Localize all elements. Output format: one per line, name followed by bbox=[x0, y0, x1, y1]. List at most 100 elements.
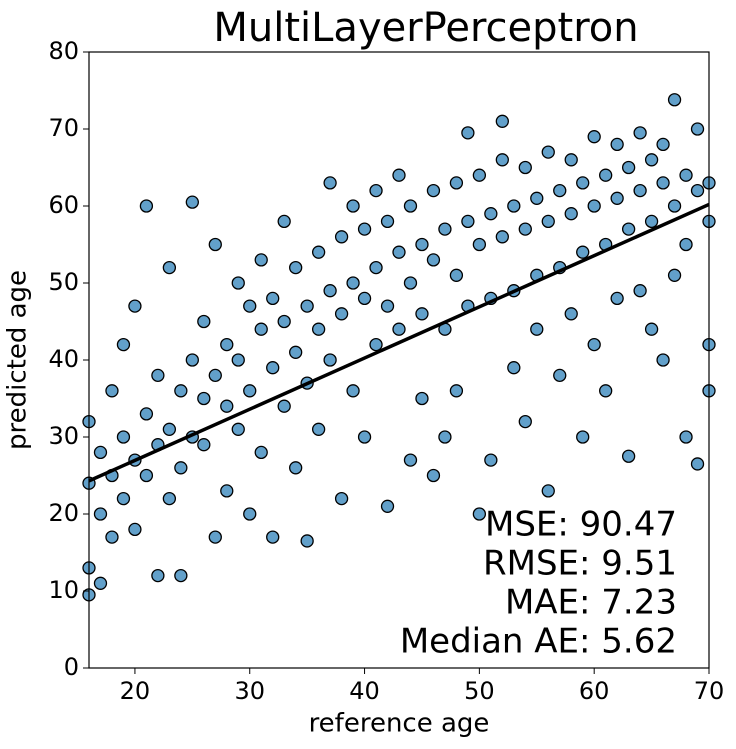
point bbox=[633, 284, 647, 298]
point bbox=[162, 260, 177, 275]
x-axis-label: reference age bbox=[309, 709, 490, 739]
point bbox=[541, 484, 555, 498]
point bbox=[426, 183, 441, 198]
point bbox=[541, 145, 555, 159]
point bbox=[426, 468, 441, 483]
point bbox=[679, 430, 693, 444]
y-tick-label: 70 bbox=[48, 114, 79, 142]
metric-annotation: RMSE: 9.51 bbox=[483, 544, 677, 584]
x-tick-label: 70 bbox=[694, 677, 725, 705]
metric-annotation: MAE: 7.23 bbox=[505, 583, 677, 623]
point bbox=[116, 430, 131, 444]
point bbox=[105, 530, 119, 544]
metric-annotation: Median AE: 5.62 bbox=[400, 622, 677, 662]
point bbox=[667, 93, 682, 107]
point bbox=[484, 453, 498, 467]
point bbox=[105, 384, 119, 398]
point bbox=[266, 291, 280, 306]
point bbox=[461, 214, 475, 229]
point bbox=[220, 484, 234, 498]
metric-annotation: MSE: 90.47 bbox=[485, 505, 677, 545]
point bbox=[277, 314, 291, 329]
point bbox=[185, 353, 199, 367]
point bbox=[633, 126, 647, 140]
point bbox=[392, 245, 406, 259]
point bbox=[667, 199, 682, 213]
point bbox=[403, 453, 418, 467]
y-axis-label: predicted age bbox=[3, 270, 33, 450]
point bbox=[128, 299, 142, 313]
point bbox=[621, 449, 636, 463]
point bbox=[656, 353, 670, 367]
point bbox=[392, 322, 406, 336]
point bbox=[357, 291, 372, 306]
point bbox=[151, 368, 165, 383]
point bbox=[243, 507, 257, 521]
point bbox=[93, 445, 108, 460]
point bbox=[266, 361, 280, 375]
point bbox=[185, 195, 199, 209]
point bbox=[610, 137, 624, 152]
point bbox=[644, 214, 659, 229]
point bbox=[472, 168, 487, 182]
y-tick-label: 0 bbox=[64, 653, 79, 681]
point bbox=[690, 122, 705, 136]
point bbox=[208, 368, 222, 383]
point bbox=[530, 191, 544, 205]
point bbox=[667, 268, 682, 282]
point bbox=[518, 414, 532, 429]
point bbox=[197, 314, 211, 329]
point bbox=[231, 422, 245, 436]
point bbox=[174, 568, 188, 583]
point bbox=[587, 337, 601, 352]
point bbox=[530, 322, 544, 336]
point bbox=[656, 137, 670, 152]
point bbox=[449, 268, 464, 282]
point bbox=[334, 307, 349, 321]
point bbox=[116, 491, 131, 506]
point bbox=[644, 153, 659, 167]
y-tick-label: 80 bbox=[48, 37, 79, 65]
point bbox=[369, 337, 383, 352]
point bbox=[266, 530, 280, 544]
point bbox=[162, 422, 177, 436]
y-tick-label: 20 bbox=[48, 499, 79, 527]
point bbox=[254, 445, 268, 460]
point bbox=[369, 183, 383, 198]
point bbox=[231, 276, 245, 290]
fit-line bbox=[88, 202, 710, 483]
point bbox=[220, 399, 234, 413]
point bbox=[323, 353, 337, 367]
point bbox=[311, 322, 326, 336]
point bbox=[392, 168, 406, 182]
point bbox=[300, 534, 314, 548]
point bbox=[357, 222, 372, 236]
point bbox=[139, 407, 154, 421]
point bbox=[564, 153, 578, 167]
y-tick-label: 30 bbox=[48, 422, 79, 450]
point bbox=[587, 130, 601, 144]
x-tick-label: 20 bbox=[120, 677, 151, 705]
point bbox=[254, 322, 268, 336]
point bbox=[461, 126, 475, 140]
y-tick-label: 60 bbox=[48, 191, 79, 219]
point bbox=[415, 307, 429, 321]
point bbox=[656, 176, 670, 190]
x-tick-label: 40 bbox=[349, 677, 380, 705]
point bbox=[518, 160, 532, 175]
point bbox=[346, 384, 360, 398]
point bbox=[208, 237, 222, 252]
point bbox=[243, 384, 257, 398]
point bbox=[415, 391, 429, 406]
point bbox=[599, 168, 613, 182]
point bbox=[576, 176, 590, 190]
point bbox=[128, 522, 142, 537]
point bbox=[438, 222, 452, 236]
point bbox=[334, 491, 349, 506]
point bbox=[449, 176, 464, 190]
point bbox=[576, 430, 590, 444]
point bbox=[576, 245, 590, 259]
point bbox=[507, 361, 521, 375]
point bbox=[162, 491, 177, 506]
point bbox=[553, 183, 567, 198]
